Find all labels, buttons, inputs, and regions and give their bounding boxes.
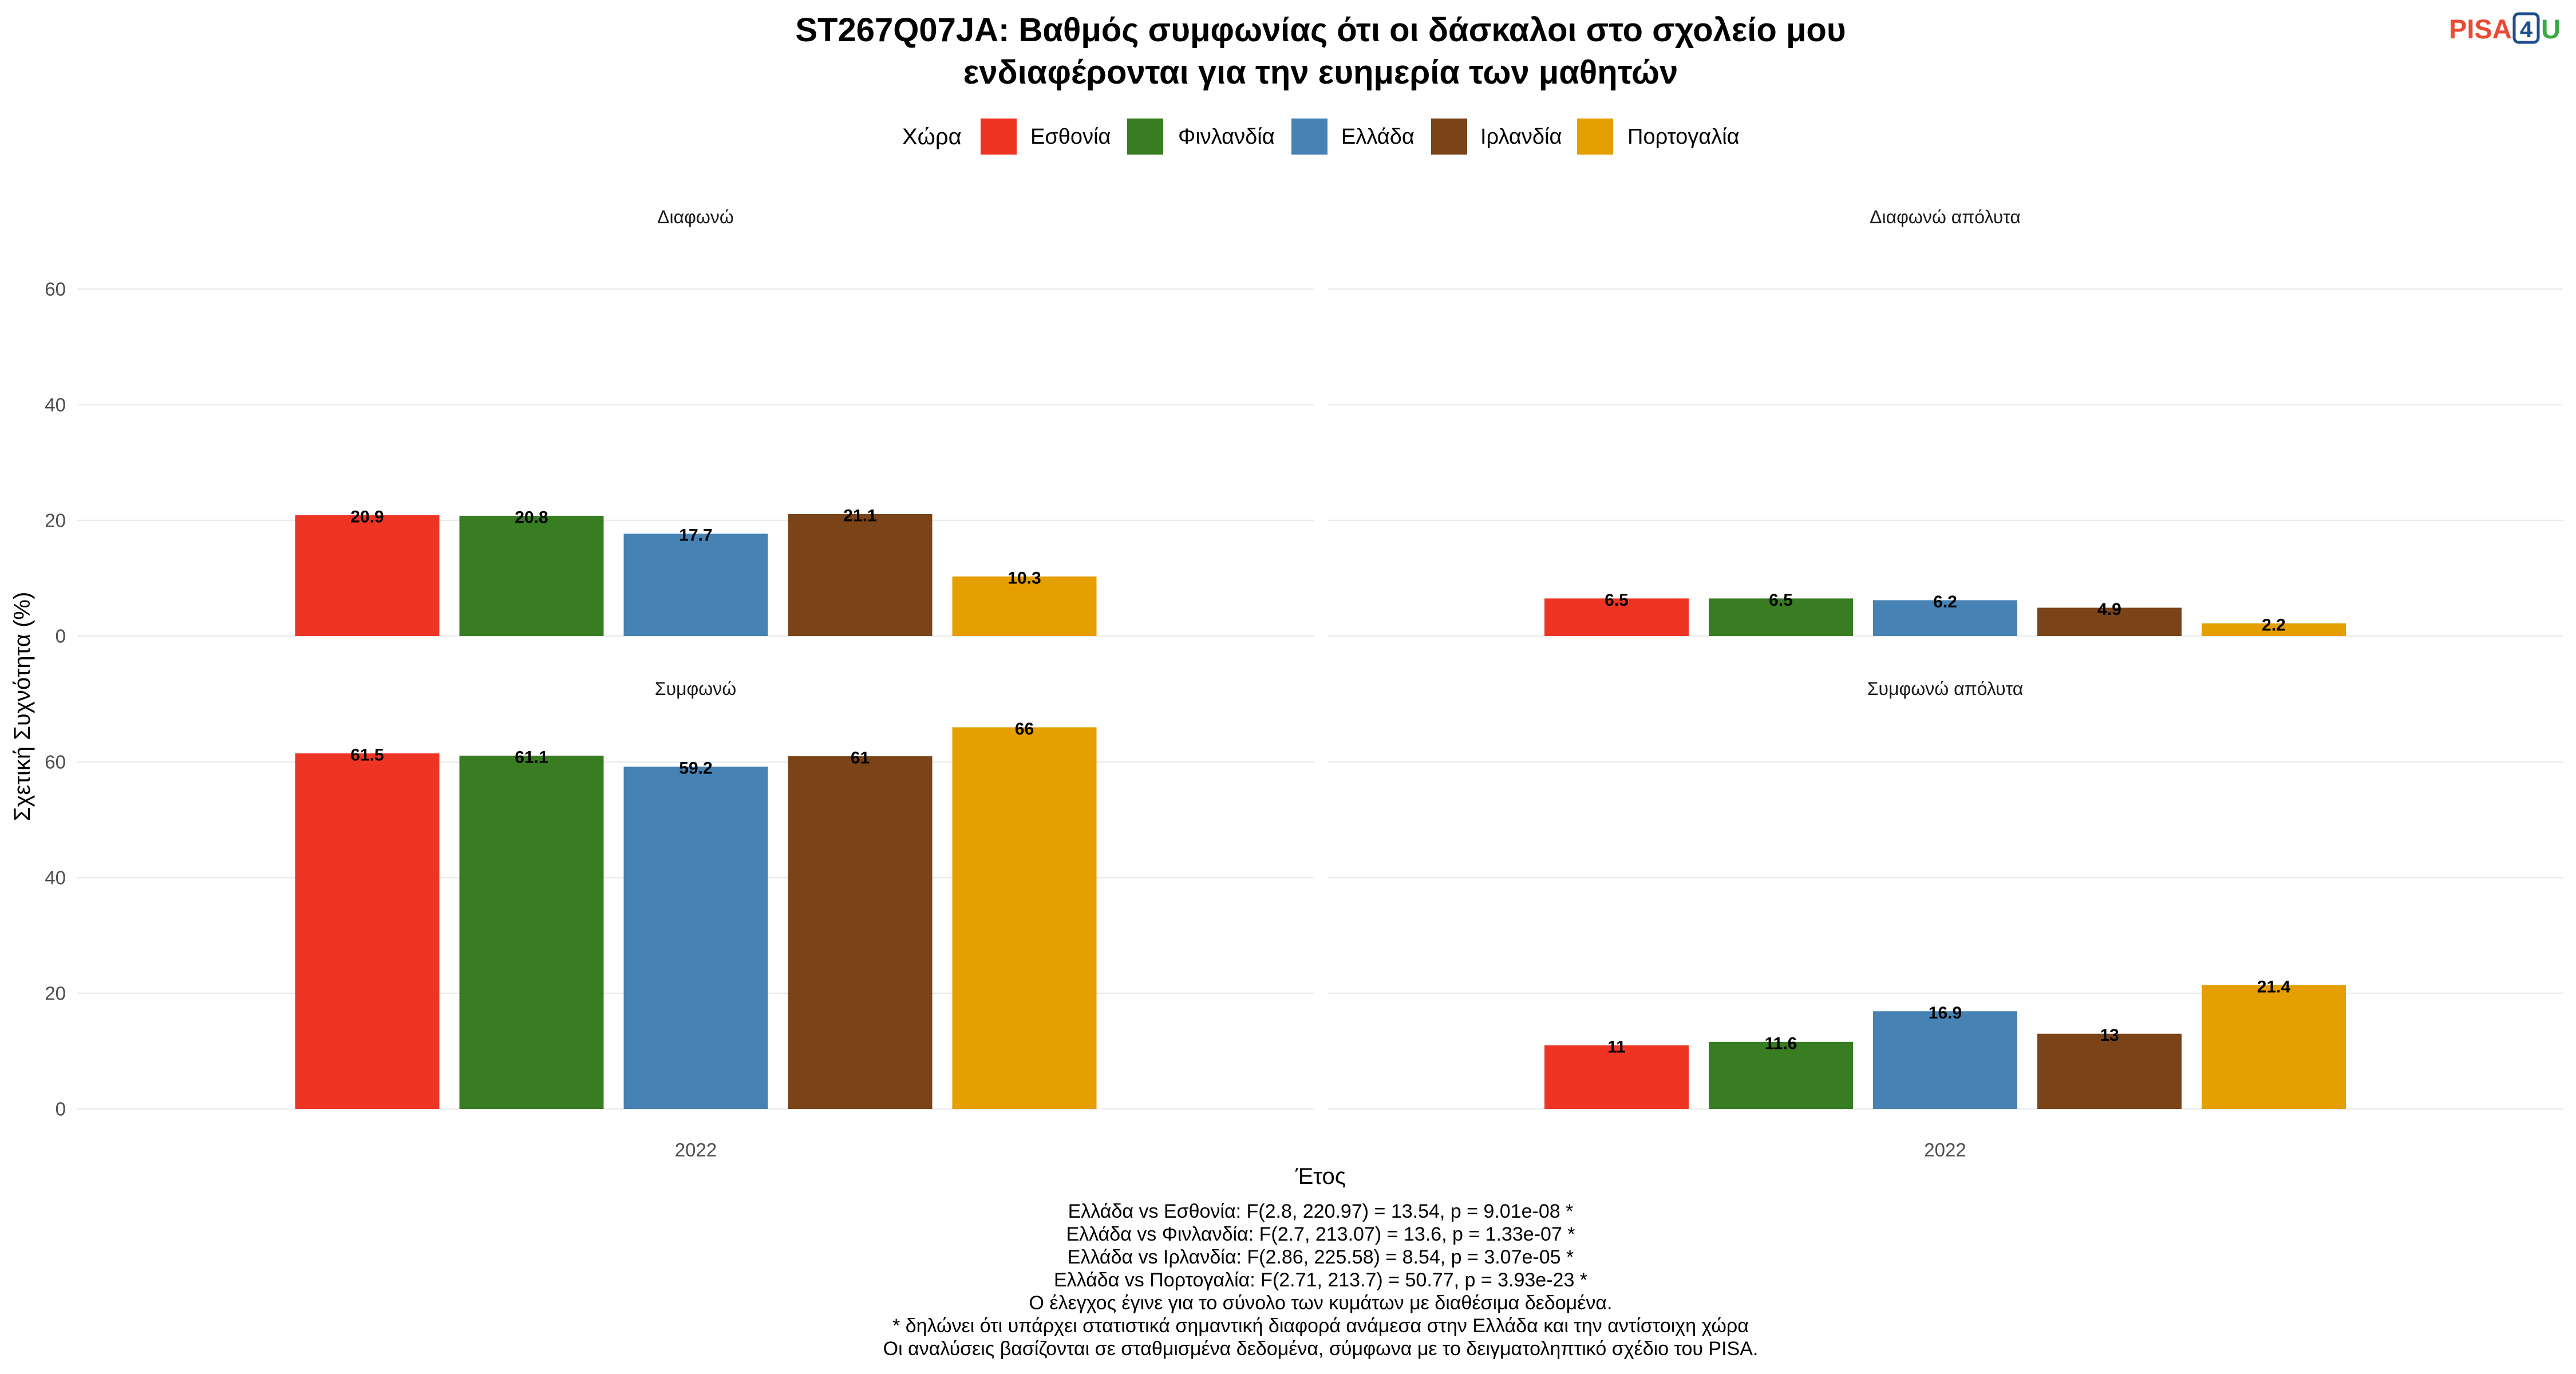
chart-title-line-1: ST267Q07JA: Βαθμός συμφωνίας ότι οι δάσκ… bbox=[795, 11, 1846, 49]
legend-swatch-ireland bbox=[1431, 119, 1467, 155]
legend-item-portugal: Πορτογαλία bbox=[1577, 119, 1740, 155]
y-tick-label: 60 bbox=[45, 279, 66, 300]
legend-item-ireland: Ιρλανδία bbox=[1431, 119, 1562, 155]
bar-strongly-disagree-greece bbox=[1873, 600, 2017, 636]
y-tick-label: 40 bbox=[45, 394, 66, 416]
legend-label-estonia: Εσθονία bbox=[1030, 125, 1111, 149]
y-tick-label: 0 bbox=[56, 626, 66, 647]
bar-disagree-portugal bbox=[952, 576, 1097, 636]
y-tick-labels: 0 20 40 60 0 20 40 60 bbox=[45, 279, 66, 1120]
data-label-disagree-portugal: 10.3 bbox=[1008, 568, 1041, 587]
chart-title: ST267Q07JA: Βαθμός συμφωνίας ότι οι δάσκ… bbox=[795, 11, 1846, 91]
data-label-agree-finland: 61.1 bbox=[515, 748, 548, 767]
data-label-strongly-disagree-estonia: 6.5 bbox=[1605, 591, 1629, 610]
facet-title-disagree: Διαφωνώ bbox=[657, 207, 734, 227]
bar-strongly-agree-ireland bbox=[2037, 1033, 2182, 1109]
data-label-strongly-disagree-ireland: 4.9 bbox=[2097, 600, 2121, 619]
note-line: Ελλάδα vs Ιρλανδία: F(2.86, 225.58) = 8.… bbox=[1068, 1246, 1574, 1268]
y-tick-label: 20 bbox=[45, 983, 66, 1004]
data-label-agree-greece: 59.2 bbox=[679, 759, 712, 778]
data-label-disagree-estonia: 20.9 bbox=[350, 507, 384, 526]
legend-item-greece: Ελλάδα bbox=[1291, 119, 1415, 155]
logo-u-text: U bbox=[2541, 14, 2561, 44]
x-tick-label: 2022 bbox=[675, 1139, 717, 1160]
bar-disagree-estonia bbox=[295, 515, 440, 636]
legend-title: Χώρα bbox=[902, 124, 962, 149]
logo-pisa-text: PISA bbox=[2449, 14, 2512, 44]
logo-four-box bbox=[2512, 12, 2540, 44]
legend-label-portugal: Πορτογαλία bbox=[1627, 125, 1740, 149]
bar-disagree-ireland bbox=[788, 514, 933, 636]
note-line: Οι αναλύσεις βασίζονται σε σταθμισμένα δ… bbox=[883, 1338, 1759, 1360]
bar-strongly-agree-estonia bbox=[1544, 1045, 1689, 1109]
bar-strongly-agree-portugal bbox=[2202, 985, 2346, 1109]
bar-agree-portugal bbox=[952, 727, 1097, 1109]
note-line: * δηλώνει ότι υπάρχει στατιστικά σημαντι… bbox=[892, 1315, 1749, 1337]
bar-agree-greece bbox=[623, 767, 768, 1109]
note-line: Ελλάδα vs Πορτογαλία: F(2.71, 213.7) = 5… bbox=[1054, 1269, 1587, 1291]
bar-strongly-disagree-ireland bbox=[2037, 607, 2182, 636]
data-label-strongly-disagree-greece: 6.2 bbox=[1933, 593, 1957, 611]
data-label-strongly-agree-greece: 16.9 bbox=[1929, 1004, 1962, 1022]
data-label-strongly-disagree-portugal: 2.2 bbox=[2262, 615, 2286, 634]
data-label-agree-ireland: 61 bbox=[851, 748, 870, 767]
legend-swatch-portugal bbox=[1577, 119, 1613, 155]
chart-title-line-2: ενδιαφέρονται για την ευημερία των μαθητ… bbox=[963, 54, 1678, 91]
legend-label-ireland: Ιρλανδία bbox=[1480, 125, 1562, 149]
legend-label-greece: Ελλάδα bbox=[1341, 125, 1415, 149]
data-label-strongly-agree-finland: 11.6 bbox=[1765, 1034, 1797, 1053]
bar-disagree-greece bbox=[623, 534, 768, 636]
data-labels-layer: 20.9 20.8 17.7 21.1 10.3 6.5 6.5 6.2 4.9 2.2 61.5 6… bbox=[350, 506, 2290, 1056]
data-label-disagree-finland: 20.8 bbox=[515, 508, 548, 527]
bars-layer bbox=[295, 514, 2346, 1109]
bar-strongly-disagree-estonia bbox=[1544, 598, 1689, 636]
bar-disagree-finland bbox=[459, 515, 604, 636]
facet-title-strongly-disagree: Διαφωνώ απόλυτα bbox=[1870, 207, 2021, 227]
y-tick-label: 60 bbox=[45, 752, 66, 773]
y-axis-title: Σχετική Συχνότητα (%) bbox=[10, 592, 35, 822]
legend: Χώρα Εσθονία Φινλανδία Ελλάδα Ιρλανδία Π… bbox=[902, 119, 1740, 155]
legend-swatch-greece bbox=[1291, 119, 1327, 155]
legend-item-estonia: Εσθονία bbox=[981, 119, 1111, 155]
data-label-disagree-ireland: 21.1 bbox=[843, 506, 876, 525]
data-label-agree-estonia: 61.5 bbox=[350, 745, 384, 764]
data-label-strongly-agree-ireland: 13 bbox=[2100, 1026, 2119, 1045]
x-axis-title: Έτος bbox=[1295, 1164, 1346, 1189]
footer-notes: Ελλάδα vs Εσθονία: F(2.8, 220.97) = 13.5… bbox=[883, 1201, 1759, 1360]
note-line: Ελλάδα vs Εσθονία: F(2.8, 220.97) = 13.5… bbox=[1068, 1201, 1574, 1222]
pisa4u-logo: PISA 4 U bbox=[2449, 12, 2561, 44]
data-label-disagree-greece: 17.7 bbox=[679, 526, 712, 545]
bar-strongly-disagree-finland bbox=[1709, 598, 1853, 636]
legend-item-finland: Φινλανδία bbox=[1127, 119, 1275, 155]
facet-title-strongly-agree: Συμφωνώ απόλυτα bbox=[1867, 678, 2024, 699]
note-line: Ο έλεγχος έγινε για το σύνολο των κυμάτω… bbox=[1029, 1292, 1613, 1314]
y-tick-label: 40 bbox=[45, 867, 66, 889]
bar-strongly-agree-greece bbox=[1873, 1011, 2017, 1109]
note-line: Ελλάδα vs Φινλανδία: F(2.7, 213.07) = 13… bbox=[1066, 1223, 1575, 1245]
bar-agree-finland bbox=[459, 755, 604, 1109]
bar-agree-estonia bbox=[295, 753, 440, 1109]
legend-swatch-estonia bbox=[981, 119, 1017, 155]
logo-four-text: 4 bbox=[2520, 17, 2533, 42]
bar-strongly-agree-finland bbox=[1709, 1041, 1853, 1109]
data-label-agree-portugal: 66 bbox=[1015, 720, 1034, 739]
data-label-strongly-agree-estonia: 11 bbox=[1607, 1037, 1626, 1056]
bar-strongly-disagree-portugal bbox=[2202, 623, 2346, 636]
y-tick-label: 0 bbox=[56, 1099, 66, 1120]
x-tick-label: 2022 bbox=[1924, 1139, 1966, 1160]
bar-agree-ireland bbox=[788, 756, 933, 1109]
data-label-strongly-disagree-finland: 6.5 bbox=[1769, 591, 1793, 610]
facet-title-agree: Συμφωνώ bbox=[655, 678, 736, 699]
legend-swatch-finland bbox=[1127, 119, 1163, 155]
facet-titles: Διαφωνώ Διαφωνώ απόλυτα Συμφωνώ Συμφωνώ … bbox=[655, 207, 2023, 699]
y-tick-label: 20 bbox=[45, 510, 66, 531]
legend-label-finland: Φινλανδία bbox=[1178, 125, 1275, 149]
data-label-strongly-agree-portugal: 21.4 bbox=[2257, 977, 2291, 996]
x-tick-labels: 2022 2022 bbox=[675, 1139, 1966, 1160]
